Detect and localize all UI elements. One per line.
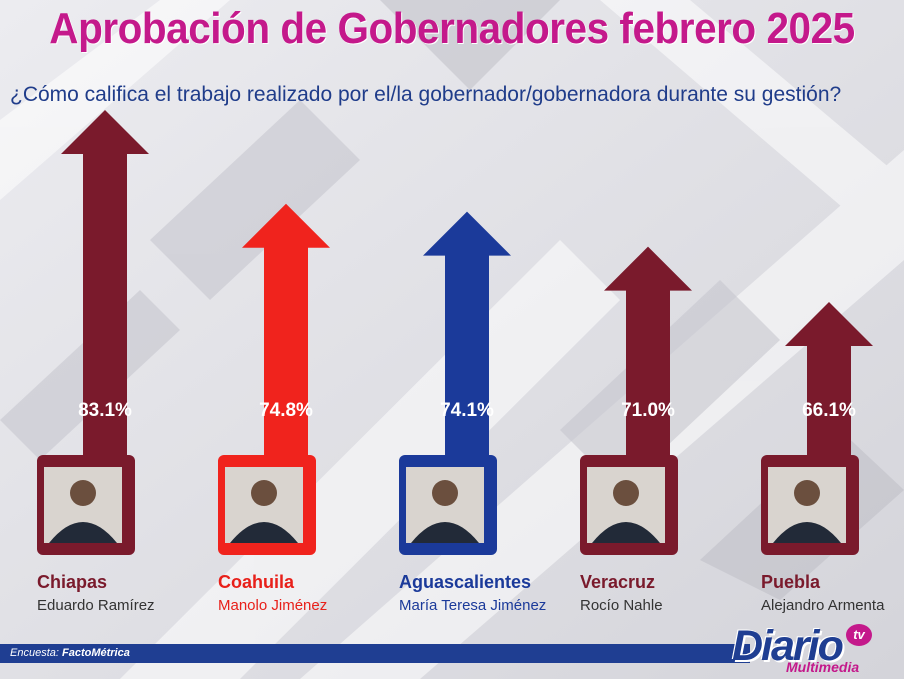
page-subtitle: ¿Cómo califica el trabajo realizado por … xyxy=(10,83,842,106)
governor-photo-body xyxy=(592,522,660,543)
state-label: Aguascalientes xyxy=(399,572,531,592)
up-arrow-icon xyxy=(423,211,511,480)
survey-source-label: Encuesta: xyxy=(10,647,59,659)
governor-photo-body xyxy=(773,522,841,543)
up-arrow-icon xyxy=(242,203,330,480)
governor-photo-head xyxy=(70,480,96,506)
page-title: Aprobación de Gobernadores febrero 2025 xyxy=(49,4,855,53)
value-label: 66.1% xyxy=(802,400,856,421)
governor-photo-head xyxy=(613,480,639,506)
governor-name: Manolo Jiménez xyxy=(218,597,327,614)
logo-tv-badge: tv xyxy=(846,624,872,646)
governor-photo-body xyxy=(230,522,298,543)
value-label: 74.1% xyxy=(440,400,494,421)
value-label: 83.1% xyxy=(78,400,132,421)
governor-name: Rocío Nahle xyxy=(580,597,663,614)
arrow-bar: 71.0% Veracruz Rocío Nahle xyxy=(580,246,692,614)
governor-photo-head xyxy=(432,480,458,506)
governor-name: Alejandro Armenta xyxy=(761,597,885,614)
up-arrow-icon xyxy=(785,302,873,480)
logo-sub-text: Multimedia xyxy=(786,659,860,675)
up-arrow-icon xyxy=(604,246,692,480)
governor-photo-head xyxy=(251,480,277,506)
arrow-bar: 74.1% Aguascalientes María Teresa Jiménez xyxy=(399,211,546,614)
logo-main-text: Diario xyxy=(732,622,844,670)
diario-multimedia-logo: Diario tv Multimedia xyxy=(726,622,898,676)
arrow-bar: 66.1% Puebla Alejandro Armenta xyxy=(761,302,885,614)
governor-photo-body xyxy=(49,522,117,543)
governor-photo-head xyxy=(794,480,820,506)
state-label: Chiapas xyxy=(37,572,107,592)
survey-source-name: FactoMétrica xyxy=(61,647,130,659)
governor-name: María Teresa Jiménez xyxy=(399,597,546,614)
value-label: 71.0% xyxy=(621,400,675,421)
arrow-bar: 74.8% Coahuila Manolo Jiménez xyxy=(218,203,330,614)
state-label: Coahuila xyxy=(218,572,295,592)
governor-photo-body xyxy=(411,522,479,543)
state-label: Puebla xyxy=(761,572,821,592)
arrow-bar: 83.1% Chiapas Eduardo Ramírez xyxy=(37,110,155,614)
state-label: Veracruz xyxy=(580,572,655,592)
footer-bar xyxy=(0,644,750,663)
value-label: 74.8% xyxy=(259,400,313,421)
governor-name: Eduardo Ramírez xyxy=(37,597,155,614)
up-arrow-icon xyxy=(61,110,149,480)
survey-source: Encuesta: FactoMétrica xyxy=(10,647,130,659)
